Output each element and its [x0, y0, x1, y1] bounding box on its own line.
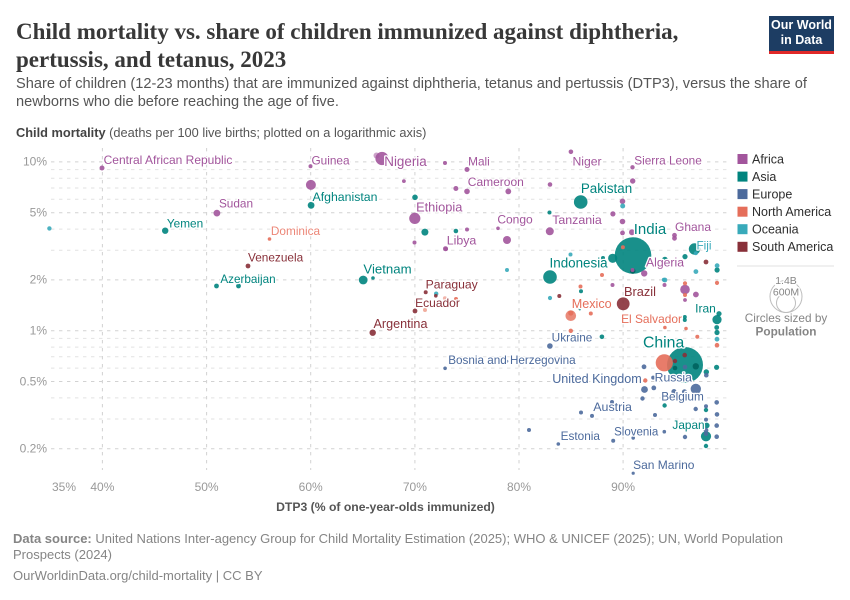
svg-text:El Salvador: El Salvador — [621, 312, 682, 326]
svg-text:Asia: Asia — [752, 170, 776, 184]
svg-text:Ghana: Ghana — [675, 220, 711, 234]
svg-text:Fiji: Fiji — [696, 239, 711, 253]
svg-text:5%: 5% — [30, 206, 48, 220]
svg-text:10%: 10% — [23, 155, 47, 169]
svg-text:North America: North America — [752, 205, 831, 219]
svg-text:0.2%: 0.2% — [20, 442, 48, 456]
svg-text:70%: 70% — [403, 480, 427, 494]
svg-text:Europe: Europe — [752, 187, 792, 201]
svg-text:Central African Republic: Central African Republic — [104, 153, 233, 167]
svg-text:35%: 35% — [52, 480, 76, 494]
svg-text:Belgium: Belgium — [661, 390, 704, 404]
svg-text:Congo: Congo — [497, 213, 533, 227]
svg-text:India: India — [634, 221, 667, 238]
svg-text:600M: 600M — [773, 287, 799, 299]
svg-text:Yemen: Yemen — [167, 217, 203, 231]
svg-text:Ethiopia: Ethiopia — [416, 200, 463, 215]
svg-text:Slovenia: Slovenia — [614, 427, 659, 439]
svg-text:Argentina: Argentina — [374, 317, 428, 331]
svg-text:Pakistan: Pakistan — [581, 181, 632, 196]
svg-text:United Kingdom: United Kingdom — [552, 372, 642, 386]
svg-text:China: China — [643, 334, 684, 351]
svg-text:Guinea: Guinea — [311, 154, 349, 168]
svg-text:South America: South America — [752, 240, 833, 254]
svg-text:San Marino: San Marino — [633, 458, 695, 472]
svg-text:Brazil: Brazil — [624, 284, 656, 299]
svg-text:Niger: Niger — [572, 155, 601, 169]
svg-text:Tanzania: Tanzania — [552, 213, 602, 227]
svg-text:Afghanistan: Afghanistan — [313, 190, 378, 204]
svg-text:Austria: Austria — [593, 400, 632, 414]
svg-text:Ukraine: Ukraine — [552, 331, 593, 345]
svg-text:90%: 90% — [611, 480, 635, 494]
svg-text:1.4B: 1.4B — [775, 275, 797, 287]
svg-text:2%: 2% — [30, 273, 48, 287]
svg-text:60%: 60% — [299, 480, 323, 494]
svg-text:50%: 50% — [195, 480, 219, 494]
svg-text:40%: 40% — [90, 480, 114, 494]
svg-text:0.5%: 0.5% — [20, 374, 48, 388]
svg-text:Mali: Mali — [468, 155, 490, 169]
svg-text:Nigeria: Nigeria — [384, 154, 427, 169]
svg-text:Vietnam: Vietnam — [363, 262, 411, 277]
svg-text:Azerbaijan: Azerbaijan — [220, 273, 275, 286]
svg-text:Sudan: Sudan — [219, 197, 253, 211]
svg-text:Russia: Russia — [655, 371, 692, 385]
svg-text:Ecuador: Ecuador — [415, 296, 460, 310]
svg-text:Dominica: Dominica — [271, 224, 321, 238]
svg-text:Estonia: Estonia — [561, 429, 601, 443]
svg-text:Sierra Leone: Sierra Leone — [634, 154, 702, 168]
svg-text:Japan: Japan — [672, 418, 704, 432]
svg-text:Venezuela: Venezuela — [248, 251, 304, 265]
svg-text:Bosnia and Herzegovina: Bosnia and Herzegovina — [448, 354, 576, 367]
svg-text:1%: 1% — [30, 324, 48, 338]
svg-text:Circles sized by: Circles sized by — [745, 311, 828, 325]
svg-text:Algeria: Algeria — [646, 256, 684, 270]
svg-text:DTP3 (% of one-year-olds immun: DTP3 (% of one-year-olds immunized) — [276, 500, 495, 514]
svg-text:Indonesia: Indonesia — [550, 256, 609, 271]
svg-text:Africa: Africa — [752, 152, 784, 166]
svg-text:Oceania: Oceania — [752, 223, 799, 237]
svg-text:Mexico: Mexico — [572, 297, 612, 311]
svg-text:Paraguay: Paraguay — [426, 278, 479, 292]
svg-text:80%: 80% — [507, 480, 531, 494]
svg-text:Population: Population — [756, 325, 817, 339]
svg-text:Iran: Iran — [695, 302, 716, 316]
svg-text:Cameroon: Cameroon — [468, 175, 524, 189]
svg-text:Libya: Libya — [447, 234, 477, 248]
